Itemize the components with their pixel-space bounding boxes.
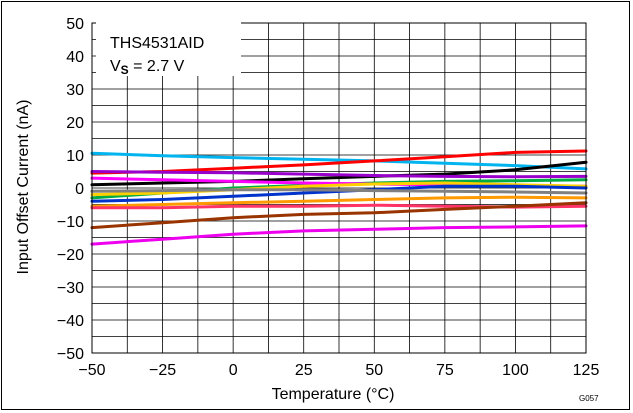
series-line [90, 195, 588, 208]
y-tick-label: −40 [57, 313, 84, 330]
series-line [90, 160, 588, 187]
x-tick-label: −50 [78, 362, 105, 379]
y-tick-label: 30 [66, 82, 84, 99]
supply-prefix: V [110, 58, 121, 75]
y-tick-label: −50 [57, 346, 84, 363]
series-line [90, 224, 588, 246]
y-tick-label: 10 [66, 148, 84, 165]
x-tick-label: 50 [365, 362, 383, 379]
y-tick-label: 0 [75, 181, 84, 198]
series-line [90, 170, 588, 179]
plot-border [91, 22, 587, 354]
series-line [90, 151, 588, 171]
supply-label: VS = 2.7 V [110, 58, 185, 77]
series-line [90, 188, 588, 195]
x-axis-title: Temperature (°C) [272, 386, 395, 403]
y-tick-label: 50 [66, 16, 84, 33]
y-tick-labels: −50 −40 −30 −20 −10 0 10 20 30 40 50 [57, 16, 84, 363]
x-tick-label: 25 [295, 362, 313, 379]
y-axis-title: Input Offset Current (nA) [15, 100, 32, 275]
series-lines [90, 149, 588, 246]
x-tick-label: 100 [502, 362, 529, 379]
x-tick-label: 125 [573, 362, 600, 379]
figure-code: G057 [579, 394, 599, 403]
y-tick-label: −20 [57, 247, 84, 264]
x-tick-label: −25 [149, 362, 176, 379]
y-tick-label: 40 [66, 49, 84, 66]
device-label: THS4531AID [110, 35, 204, 52]
y-tick-label: −10 [57, 214, 84, 231]
x-tick-label: 75 [436, 362, 454, 379]
x-tick-label: 0 [229, 362, 238, 379]
y-tick-label: −30 [57, 280, 84, 297]
annotation-box [96, 22, 241, 76]
series-line [90, 201, 588, 230]
y-tick-label: 20 [66, 115, 84, 132]
supply-subscript: S [121, 63, 129, 77]
supply-value: = 2.7 V [129, 58, 185, 75]
x-tick-labels: −50 −25 0 25 50 75 100 125 [78, 362, 599, 379]
series-line [90, 181, 588, 197]
